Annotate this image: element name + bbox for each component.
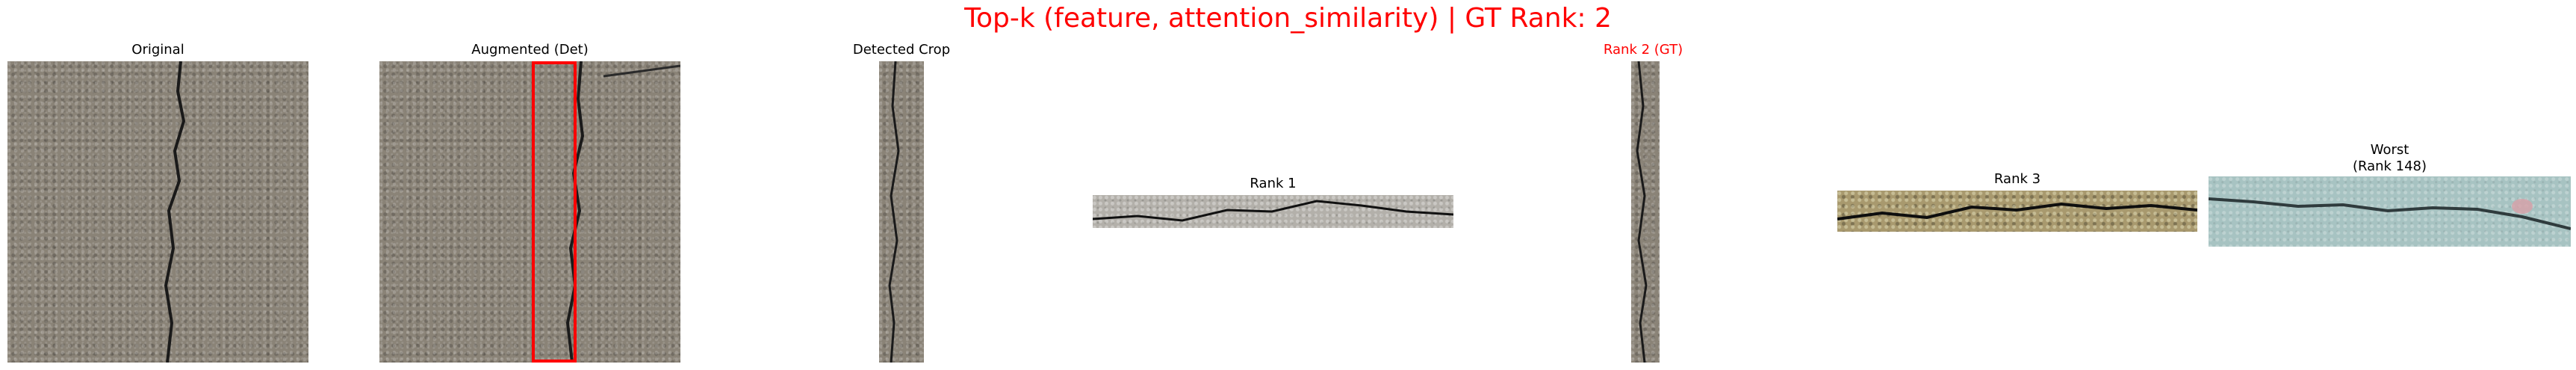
augmented-title: Augmented (Det)	[471, 42, 589, 58]
detected-crop-title: Detected Crop	[852, 42, 951, 58]
detected-crop-image	[879, 61, 924, 363]
crack-line	[1636, 61, 1648, 363]
worst-title: Worst (Rank 148)	[2352, 142, 2427, 174]
crack-line	[532, 61, 680, 363]
original-image	[7, 61, 308, 363]
crack-line	[1093, 200, 1453, 222]
crack-line	[2209, 197, 2571, 230]
detection-box	[532, 61, 577, 363]
rank-1-image	[1093, 195, 1453, 228]
figure-title: Top-k (feature, attention_similarity) | …	[964, 3, 1612, 34]
worst-image	[2209, 176, 2571, 247]
rank-1-title: Rank 1	[1250, 176, 1297, 191]
crack-line	[164, 61, 186, 363]
rank-2-image	[1631, 61, 1660, 363]
rank-2-gt-title: Rank 2 (GT)	[1603, 42, 1683, 58]
augmented-image	[379, 61, 680, 363]
rank-3-image	[1837, 191, 2197, 232]
crack-line	[1837, 202, 2197, 221]
rank-3-title: Rank 3	[1993, 171, 2041, 187]
original-title: Original	[131, 42, 184, 58]
crack-line	[888, 61, 900, 363]
